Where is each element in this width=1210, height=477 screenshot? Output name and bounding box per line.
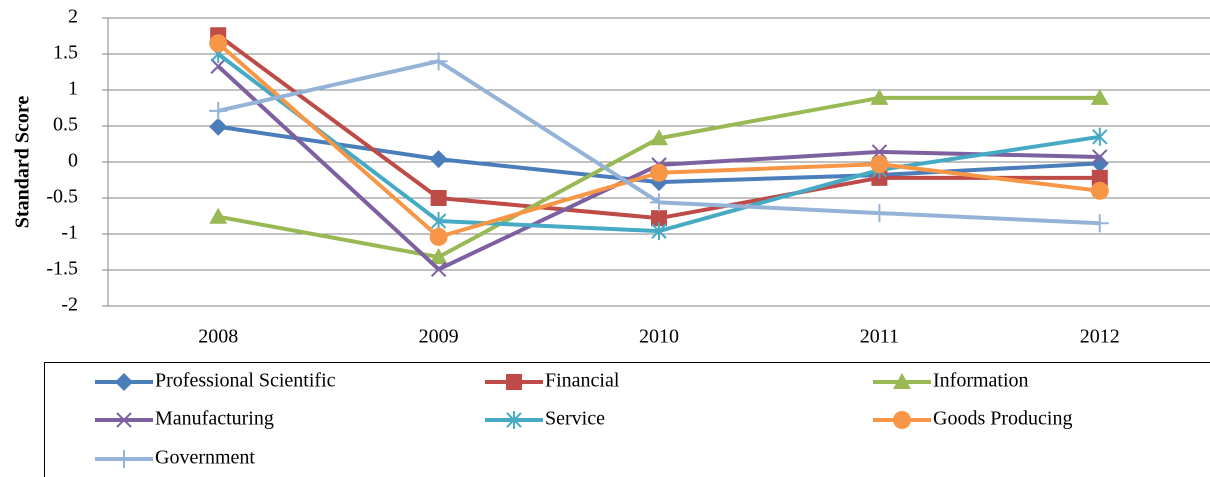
marker [1090, 154, 1109, 173]
x-tick-label: 2012 [1080, 326, 1120, 348]
marker [430, 261, 447, 277]
x-tick-label: 2011 [860, 326, 899, 348]
marker [1090, 214, 1109, 233]
x-tick-label: 2008 [198, 326, 238, 348]
y-tick-label: 1 [68, 78, 78, 100]
marker [506, 411, 522, 429]
marker [1092, 149, 1108, 165]
marker [650, 193, 668, 212]
legend-label: Service [545, 408, 605, 430]
y-tick-label: 1.5 [53, 42, 78, 64]
y-tick-label: -2 [61, 294, 78, 316]
legend-label: Information [933, 370, 1029, 392]
marker [430, 212, 447, 231]
marker [870, 88, 889, 105]
y-tick-label: -1 [61, 222, 78, 244]
marker [870, 204, 889, 223]
marker [1092, 127, 1108, 146]
y-tick-label: 0 [68, 150, 78, 172]
marker [209, 117, 228, 136]
legend-label: Financial [545, 370, 620, 392]
marker [115, 373, 133, 391]
marker [1090, 181, 1109, 200]
legend-label: Goods Producing [933, 408, 1072, 430]
marker [893, 411, 911, 429]
y-tick-label: 0.5 [53, 114, 78, 136]
marker [210, 58, 226, 74]
marker [1090, 88, 1109, 105]
legend-box [44, 362, 1210, 477]
marker [893, 373, 911, 389]
marker [116, 412, 132, 428]
marker [650, 129, 668, 146]
marker [430, 190, 447, 206]
y-tick-label: 2 [68, 6, 78, 28]
marker [1091, 169, 1108, 186]
marker [209, 101, 228, 120]
y-axis-label: Standard Score [12, 96, 34, 229]
marker [429, 227, 448, 246]
marker [651, 210, 667, 227]
y-tick-label: -1.5 [46, 258, 78, 280]
marker [429, 52, 448, 71]
legend-label: Manufacturing [155, 408, 274, 430]
marker [115, 450, 133, 468]
x-tick-label: 2010 [639, 326, 679, 348]
marker [651, 222, 667, 241]
legend-label: Government [155, 447, 255, 469]
marker [429, 150, 448, 169]
marker [870, 155, 889, 174]
marker [429, 248, 448, 265]
marker [209, 34, 228, 53]
legend-label: Professional Scientific [155, 370, 336, 392]
y-tick-label: -0.5 [46, 186, 78, 208]
marker [506, 374, 522, 390]
x-tick-label: 2009 [419, 326, 459, 348]
marker [650, 163, 668, 182]
marker [209, 207, 228, 224]
